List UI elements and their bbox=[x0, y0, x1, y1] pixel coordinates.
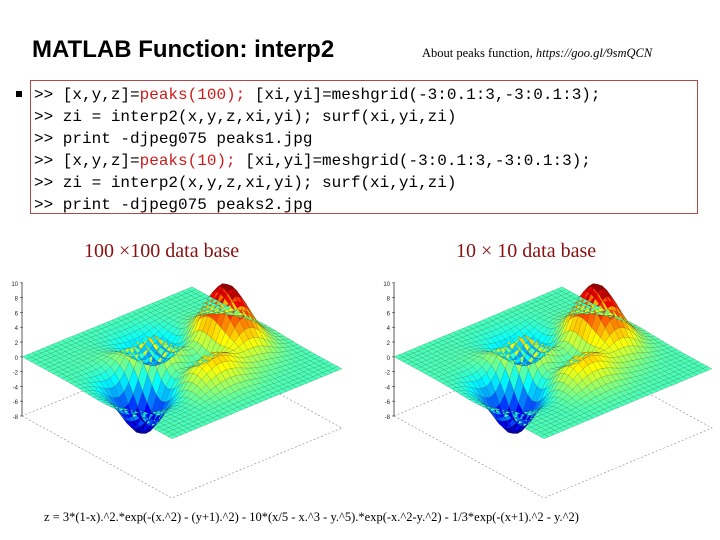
code-line: >> zi = interp2(x,y,z,xi,yi); surf(xi,yi… bbox=[34, 174, 456, 192]
code-text: zi = interp2(x,y,z,xi,yi); surf(xi,yi,zi… bbox=[53, 108, 457, 126]
code-block: >> [x,y,z]=peaks(100); [xi,yi]=meshgrid(… bbox=[34, 84, 601, 216]
plot-axes bbox=[21, 282, 343, 499]
surface-patch bbox=[393, 354, 404, 360]
prompt: >> bbox=[34, 196, 54, 214]
about-link[interactable]: https://goo.gl/9smQCN bbox=[535, 46, 653, 60]
code-line: >> [x,y,z]=peaks(100); [xi,yi]=meshgrid(… bbox=[34, 86, 601, 104]
prompt: >> bbox=[34, 108, 54, 126]
z-tick-label: 0 bbox=[15, 356, 19, 362]
surface-patch bbox=[21, 354, 32, 360]
z-tick-label: 6 bbox=[387, 311, 391, 317]
z-tick-label: -4 bbox=[13, 385, 19, 391]
prompt: >> bbox=[34, 174, 54, 192]
code-line: >> print -djpeg075 peaks1.jpg bbox=[34, 130, 312, 148]
z-tick-label: 0 bbox=[387, 356, 391, 362]
code-box bbox=[30, 80, 698, 214]
code-text: zi = interp2(x,y,z,xi,yi); surf(xi,yi,zi… bbox=[53, 174, 457, 192]
code-line: >> [x,y,z]=peaks(10); [xi,yi]=meshgrid(-… bbox=[34, 152, 591, 170]
code-text: [x,y,z]= bbox=[53, 152, 140, 170]
prompt: >> bbox=[34, 86, 54, 104]
peaks-formula: z = 3*(1-x).^2.*exp(-(x.^2) - (y+1).^2) … bbox=[44, 510, 579, 524]
code-line: >> print -djpeg075 peaks2.jpg bbox=[34, 196, 312, 214]
prompt: >> bbox=[34, 152, 54, 170]
code-text: [xi,yi]=meshgrid(-3:0.1:3,-3:0.1:3); bbox=[235, 152, 591, 170]
z-tick-label: 6 bbox=[15, 311, 19, 317]
surface-mesh bbox=[21, 283, 343, 439]
bullet-marker bbox=[16, 91, 22, 97]
surface-plot-10: 10 8 6 4 2 0 -2 -4 -6 -8 bbox=[383, 282, 713, 499]
about-prefix: About peaks function, bbox=[422, 46, 536, 60]
z-tick-label: 10 bbox=[11, 282, 18, 288]
code-text: print -djpeg075 peaks1.jpg bbox=[53, 130, 313, 148]
z-tick-label: -6 bbox=[13, 400, 19, 406]
caption-right: 10 × 10 data base bbox=[456, 240, 597, 262]
z-tick-label: 4 bbox=[15, 326, 19, 332]
surface-plot-100: 10 8 6 4 2 0 -2 -4 -6 -8 bbox=[11, 282, 343, 499]
code-text: [xi,yi]=meshgrid(-3:0.1:3,-3:0.1:3); bbox=[245, 86, 601, 104]
prompt: >> bbox=[34, 130, 54, 148]
code-text: [x,y,z]= bbox=[53, 86, 140, 104]
code-text: print -djpeg075 peaks2.jpg bbox=[53, 196, 313, 214]
z-tick-label: 10 bbox=[383, 282, 390, 288]
z-tick-label: -8 bbox=[385, 415, 391, 421]
z-tick-label: -2 bbox=[385, 371, 391, 377]
slide-title: MATLAB Function: interp2 bbox=[32, 36, 335, 63]
code-keyword: peaks(100); bbox=[139, 86, 246, 104]
code-keyword: peaks(10); bbox=[139, 152, 236, 170]
z-tick-label: 2 bbox=[387, 341, 391, 347]
z-tick-label: 4 bbox=[387, 326, 391, 332]
z-tick-label: -6 bbox=[385, 400, 391, 406]
code-line: >> zi = interp2(x,y,z,xi,yi); surf(xi,yi… bbox=[34, 108, 456, 126]
floor-grid bbox=[21, 345, 343, 499]
z-tick-label: 2 bbox=[15, 341, 19, 347]
z-tick-label: 8 bbox=[15, 297, 19, 303]
z-tick-label: -8 bbox=[13, 415, 19, 421]
caption-left: 100 ×100 data base bbox=[84, 240, 240, 262]
z-tick-label: -4 bbox=[385, 385, 391, 391]
z-tick-label: 8 bbox=[387, 297, 391, 303]
about-note: About peaks function, https://goo.gl/9sm… bbox=[422, 46, 652, 61]
surface-mesh bbox=[393, 283, 713, 439]
z-tick-label: -2 bbox=[13, 371, 19, 377]
